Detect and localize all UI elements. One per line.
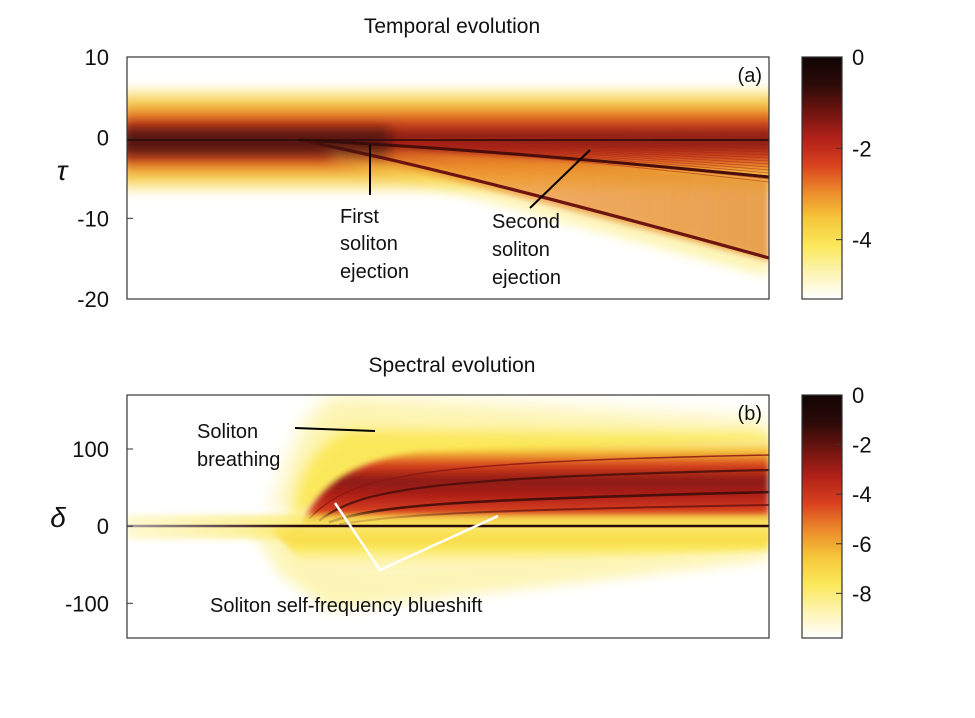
panel-a-title: Temporal evolution	[364, 15, 540, 38]
y-tick-label: -20	[77, 287, 109, 312]
annotation-breathing-line: breathing	[197, 449, 280, 471]
panel-b-colorbar	[801, 394, 843, 639]
colorbar-tick-label: -4	[852, 228, 872, 253]
panel-a-lower-glow	[330, 150, 769, 275]
panel-b-colorbar-ticks: 0 -2 -4 -6 -8	[836, 383, 872, 606]
panel-b-frame	[126, 394, 770, 639]
annotation-breathing-line: Soliton	[197, 421, 258, 443]
panel-b-label: (b)	[738, 403, 762, 425]
panel-a-frame	[126, 56, 770, 300]
annotation-breathing: Soliton breathing	[197, 421, 280, 471]
annotation-first-ejection-line: First	[340, 206, 379, 228]
colorbar-tick-label: -2	[852, 136, 872, 161]
annotation-second-ejection-line: soliton	[492, 239, 550, 261]
annotation-first-ejection: First soliton ejection	[340, 206, 409, 283]
annotation-first-ejection-line: ejection	[340, 261, 409, 283]
panel-b: Spectral evolution (b) 100 0 -100 δ Solito…	[50, 354, 872, 639]
spectral-ridge	[309, 454, 769, 519]
annotation-second-ejection-pointer	[529, 149, 591, 209]
annotation-second-ejection: Second soliton ejection	[492, 211, 565, 289]
annotation-blueshift-pointer	[333, 502, 499, 572]
panel-b-title: Spectral evolution	[369, 354, 536, 377]
y-tick-label: 0	[97, 514, 109, 539]
colorbar-tick-label: -6	[852, 532, 872, 557]
panel-a-ejection-wedge	[300, 142, 769, 262]
panel-a: Temporal evolution (a) 100-10-20 τ First…	[57, 15, 872, 312]
colorbar-tick-label: -8	[852, 581, 872, 606]
annotation-second-ejection-line: Second	[492, 211, 560, 233]
panel-a-colorbar-ticks: 0 -2 -4	[836, 45, 872, 253]
annotation-second-ejection-line: ejection	[492, 267, 561, 289]
colorbar-tick-label: 0	[852, 383, 864, 408]
panel-b-lower-band	[270, 528, 769, 578]
panel-a-core	[127, 128, 390, 156]
y-tick-label: 100	[72, 437, 109, 462]
y-tick-label: 0	[97, 126, 109, 151]
annotation-blueshift: Soliton self-frequency blueshift	[210, 595, 483, 617]
panel-a-label: (a)	[738, 65, 762, 87]
y-tick-label: 10	[85, 45, 109, 70]
colorbar-tick-label: -2	[852, 433, 872, 458]
panel-a-colorbar	[801, 56, 843, 300]
panel-b-heatmap	[127, 395, 769, 638]
y-tick-label: -10	[77, 206, 109, 231]
y-tick-label: -100	[65, 591, 109, 616]
colorbar-tick-label: -4	[852, 482, 872, 507]
panel-b-left-fade	[127, 395, 297, 638]
panel-a-ylabel: τ	[57, 155, 69, 186]
annotation-breathing-pointer	[294, 427, 376, 432]
panel-b-y-ticks: 100 0 -100	[65, 437, 133, 616]
annotation-first-ejection-line: soliton	[340, 233, 398, 255]
colorbar-tick-label: 0	[852, 45, 864, 70]
panel-b-ylabel: δ	[50, 502, 66, 533]
panel-a-y-ticks: 10 0 -10 -20	[77, 45, 133, 312]
panel-a-heatmap	[127, 57, 769, 299]
